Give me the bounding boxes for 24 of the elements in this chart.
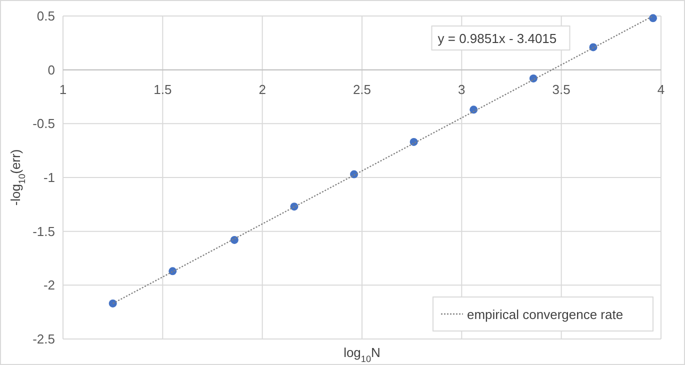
x-tick-label: 1 (59, 82, 67, 97)
x-tick-label: 2.5 (352, 82, 372, 97)
point (529, 74, 538, 82)
x-tick-label: 3 (458, 82, 466, 97)
y-tick-label: 0.5 (36, 8, 55, 24)
x-axis-title: log$_{10}$N (344, 345, 380, 364)
y-tick-label: -2 (43, 278, 55, 293)
y-tick-label: -2.5 (32, 332, 55, 346)
x-tick-label: 3.5 (552, 82, 570, 97)
y-tick-label: 0 (48, 62, 55, 78)
point (168, 267, 177, 276)
point (649, 14, 658, 22)
point (410, 138, 418, 146)
x-tick-label: 1.5 (154, 82, 172, 97)
y-tick-label: -1.5 (32, 224, 55, 239)
y-tick-label: -0.5 (32, 116, 55, 132)
annotation: y = 0.9851x - 3.4015 (438, 31, 557, 46)
legend-label: empirical convergence rate (467, 307, 624, 322)
x-tick-label: 4 (657, 82, 665, 97)
point (470, 106, 478, 114)
y-tick-label: -1 (43, 170, 55, 185)
point (108, 299, 117, 308)
x-tick-label: 2 (258, 82, 266, 97)
point (230, 236, 238, 244)
